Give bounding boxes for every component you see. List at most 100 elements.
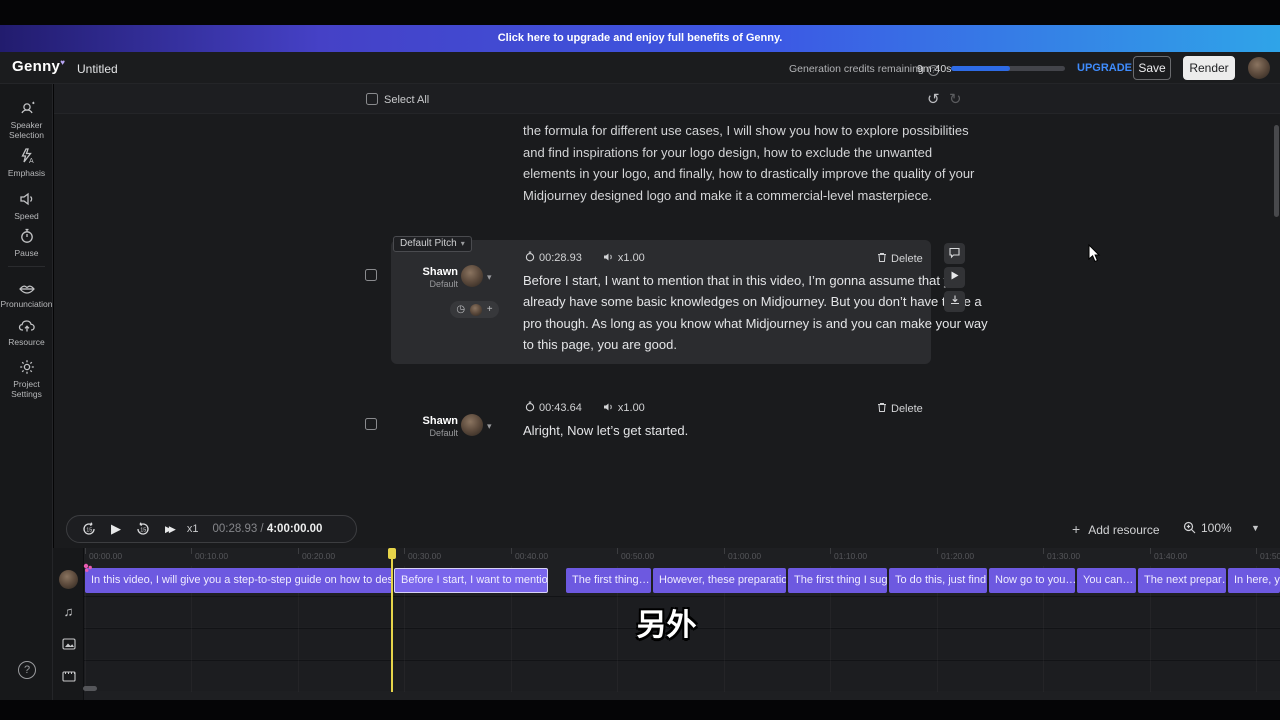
trash-icon xyxy=(878,253,886,262)
render-button[interactable]: Render xyxy=(1183,56,1235,80)
volume-icon xyxy=(603,403,612,411)
speaker-chevron-icon[interactable]: ▾ xyxy=(487,272,492,282)
info-icon[interactable]: ? xyxy=(927,65,939,76)
timeline-clip[interactable]: However, these preparation… xyxy=(653,568,786,593)
horizontal-scrollbar[interactable] xyxy=(83,686,97,691)
sidebar-label: Project Settings xyxy=(11,379,42,399)
redo-button[interactable]: ↻ xyxy=(949,91,962,108)
playhead[interactable] xyxy=(388,548,396,692)
sidebar-label: Emphasis xyxy=(7,168,46,178)
block-speed[interactable]: x1.00 xyxy=(617,402,645,414)
timeline: 00:00.00 00:10.00 00:20.00 00:30.00 00:4… xyxy=(53,548,1280,700)
rewind-15-button[interactable]: 15 xyxy=(81,521,97,537)
speaker-avatar[interactable] xyxy=(461,414,483,436)
block-speed[interactable]: x1.00 xyxy=(617,252,645,264)
timeline-clip[interactable]: The first thing I sug… xyxy=(788,568,887,593)
letterbox-top xyxy=(0,0,1280,25)
download-block-button[interactable] xyxy=(944,291,965,312)
current-time: 00:28.93 / xyxy=(212,523,267,535)
forward-15-button[interactable]: 15 xyxy=(135,521,151,537)
sidebar-item-speed[interactable]: Speed xyxy=(0,190,53,221)
recent-speaker-icon[interactable]: ◷ xyxy=(456,303,466,315)
genny-logo: Genny♥ xyxy=(12,58,65,75)
block-meta: 00:43.64 x1.00 xyxy=(525,401,645,414)
project-title[interactable]: Untitled xyxy=(77,62,118,76)
pronunciation-lips-icon xyxy=(18,285,35,294)
video-track-row[interactable] xyxy=(84,660,1280,691)
timeline-zoom-control[interactable]: 100% xyxy=(1183,521,1232,535)
upgrade-banner[interactable]: Click here to upgrade and enjoy full ben… xyxy=(0,25,1280,52)
sidebar-label: Pronunciation xyxy=(0,299,53,309)
sidebar-item-project-settings[interactable]: Project Settings xyxy=(0,358,53,399)
playback-speed-button[interactable]: ▶▶ xyxy=(165,522,176,536)
sidebar-label: Speaker Selection xyxy=(9,120,44,140)
time-display: 00:28.93 / 4:00:00.00 xyxy=(212,523,322,535)
block-checkbox[interactable] xyxy=(365,418,377,430)
pause-timer-icon xyxy=(20,228,33,243)
timeline-clip[interactable]: The first thing… xyxy=(566,568,651,593)
chevron-down-icon: ▾ xyxy=(460,239,465,248)
marker-pin-icon[interactable] xyxy=(82,562,94,574)
timeline-clip[interactable]: Now go to you… xyxy=(989,568,1075,593)
sidebar-label: Speed xyxy=(14,211,39,221)
playback-speed-value[interactable]: x1 xyxy=(186,523,199,535)
sidebar-item-resource[interactable]: Resource xyxy=(0,318,53,347)
upgrade-link[interactable]: UPGRADE xyxy=(1077,62,1133,74)
play-block-button[interactable] xyxy=(944,267,965,288)
sidebar-item-emphasis[interactable]: A Emphasis xyxy=(0,147,53,178)
ruler-label: 01:10.00 xyxy=(834,551,868,561)
ruler-label: 01:30.00 xyxy=(1047,551,1081,561)
second-block-text[interactable]: Alright, Now let’s get started. xyxy=(523,423,689,438)
select-all-label: Select All xyxy=(384,94,430,106)
regenerate-button[interactable] xyxy=(944,243,965,264)
script-line: elements in your logo, and finally, how … xyxy=(523,166,975,181)
block-line: already have some basic knowledges on Mi… xyxy=(523,294,982,310)
download-icon xyxy=(950,295,959,305)
ruler-label: 00:50.00 xyxy=(621,551,655,561)
add-resource-button[interactable]: + Add resource xyxy=(1072,521,1160,537)
undo-button[interactable]: ↺ xyxy=(927,91,940,108)
timeline-collapse-button[interactable]: ▼ xyxy=(1251,523,1260,533)
pitch-dropdown[interactable]: Default Pitch ▾ xyxy=(393,236,472,252)
resource-upload-icon xyxy=(18,320,35,332)
logo-text: Genny xyxy=(12,58,61,75)
block-line: Before I start, I want to mention that i… xyxy=(523,273,965,288)
selected-block-text[interactable]: Before I start, I want to mention that i… xyxy=(523,270,988,356)
audio-track-row[interactable] xyxy=(84,596,1280,627)
delete-block-button[interactable]: Delete xyxy=(877,402,923,415)
delete-block-button[interactable]: Delete xyxy=(877,252,923,265)
sidebar-item-pronunciation[interactable]: Pronunciation xyxy=(0,282,53,309)
timeline-clip[interactable]: To do this, just find t… xyxy=(889,568,987,593)
timeline-clip[interactable]: You can… xyxy=(1077,568,1136,593)
sidebar-item-pause[interactable]: Pause xyxy=(0,227,53,258)
help-button[interactable]: ? xyxy=(18,661,36,679)
sidebar-item-speaker-selection[interactable]: Speaker Selection xyxy=(0,99,53,140)
speaker-chevron-icon[interactable]: ▾ xyxy=(487,421,492,431)
playhead-handle[interactable] xyxy=(388,548,396,559)
vertical-scrollbar[interactable] xyxy=(1274,125,1279,217)
ruler-label: 01:20.00 xyxy=(941,551,975,561)
select-all-checkbox[interactable] xyxy=(366,93,378,105)
image-track-row[interactable] xyxy=(84,628,1280,659)
add-speaker-icon[interactable]: + xyxy=(486,303,493,315)
sidebar-label: Resource xyxy=(8,337,45,347)
speaker-avatar[interactable] xyxy=(461,265,483,287)
script-line: and find inspirations for your logo desi… xyxy=(523,144,933,160)
block-timestamp[interactable]: 00:43.64 xyxy=(539,402,582,414)
timeline-clip[interactable]: In this video, I will give you a step-to… xyxy=(85,568,392,593)
block-timestamp[interactable]: 00:28.93 xyxy=(539,252,582,264)
user-avatar[interactable] xyxy=(1248,57,1270,79)
save-button[interactable]: Save xyxy=(1133,56,1171,80)
timeline-clip-selected[interactable]: Before I start, I want to mention t… xyxy=(394,568,548,593)
ruler-label: 01:50.00 xyxy=(1260,551,1280,561)
image-track-icon xyxy=(53,637,84,655)
timeline-clip[interactable]: The next prepar… xyxy=(1138,568,1226,593)
transport-controls: 15 ▶ 15 ▶▶ x1 00:28.93 / 4:00:00.00 xyxy=(66,515,357,543)
script-paragraph[interactable]: the formula for different use cases, I w… xyxy=(523,120,974,206)
block-checkbox[interactable] xyxy=(365,269,377,281)
timeline-clip[interactable]: In here, you… xyxy=(1228,568,1280,593)
music-track-icon: ♫ xyxy=(63,604,74,619)
mini-speaker-avatar[interactable] xyxy=(469,303,482,316)
total-time: 4:00:00.00 xyxy=(266,523,323,535)
play-button[interactable]: ▶ xyxy=(111,521,121,536)
